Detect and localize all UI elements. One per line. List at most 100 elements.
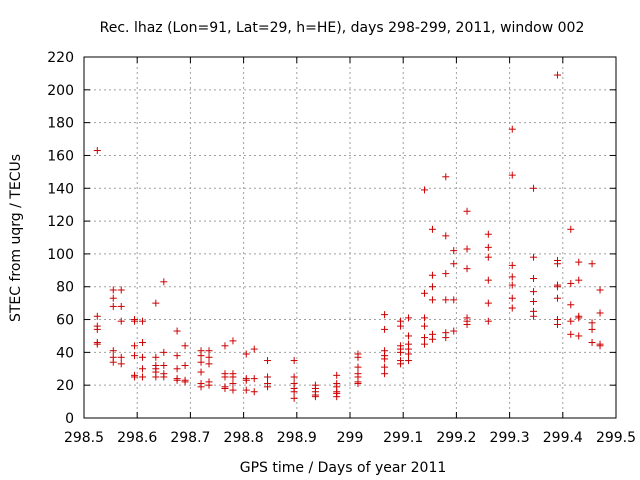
data-point xyxy=(450,247,458,255)
data-point xyxy=(250,375,258,383)
data-point xyxy=(567,317,575,325)
data-point xyxy=(221,342,229,350)
data-point xyxy=(333,371,341,379)
data-point xyxy=(596,286,604,294)
y-tick-label: 160 xyxy=(47,148,74,164)
data-point xyxy=(508,261,516,269)
data-point xyxy=(575,332,583,340)
data-point xyxy=(484,299,492,307)
data-point xyxy=(420,334,428,342)
data-point xyxy=(197,352,205,360)
data-point xyxy=(152,299,160,307)
data-point xyxy=(463,207,471,215)
data-point xyxy=(530,297,538,305)
data-point xyxy=(405,357,413,365)
data-point xyxy=(484,317,492,325)
x-tick-label: 298.6 xyxy=(117,430,157,446)
data-point xyxy=(442,296,450,304)
data-point xyxy=(420,314,428,322)
data-point xyxy=(420,340,428,348)
data-point xyxy=(181,361,189,369)
data-point xyxy=(567,279,575,287)
data-point xyxy=(117,302,125,310)
data-point xyxy=(484,253,492,261)
data-point xyxy=(450,327,458,335)
data-point xyxy=(290,357,298,365)
data-point xyxy=(109,358,117,366)
data-point xyxy=(173,352,181,360)
y-tick-labels: 0 20 40 60 80 100 120 140 160 180 200 220 xyxy=(47,50,74,427)
data-point xyxy=(93,325,101,333)
data-point xyxy=(173,327,181,335)
data-point xyxy=(530,253,538,261)
data-point xyxy=(109,347,117,355)
data-points xyxy=(93,71,604,402)
data-point xyxy=(508,304,516,312)
data-point xyxy=(567,330,575,338)
data-point xyxy=(290,373,298,381)
data-point xyxy=(428,296,436,304)
y-tick-label: 220 xyxy=(47,50,74,66)
data-point xyxy=(596,342,604,350)
y-tick-label: 180 xyxy=(47,116,74,132)
data-point xyxy=(117,360,125,368)
data-point xyxy=(588,325,596,333)
x-tick-labels: 298.5 298.6 298.7 298.8 298.9 299 299.1 299.2 29… xyxy=(64,430,636,446)
data-point xyxy=(484,230,492,238)
data-point xyxy=(93,147,101,155)
data-point xyxy=(131,373,139,381)
data-point xyxy=(264,383,272,391)
data-point xyxy=(205,381,213,389)
data-point xyxy=(160,278,168,286)
data-point xyxy=(139,373,147,381)
data-point xyxy=(381,370,389,378)
data-point xyxy=(173,365,181,373)
data-point xyxy=(530,275,538,283)
data-point xyxy=(405,350,413,358)
data-point xyxy=(139,353,147,361)
data-point xyxy=(205,347,213,355)
x-tick-label: 299.4 xyxy=(543,430,583,446)
data-point xyxy=(553,71,561,79)
data-point xyxy=(508,125,516,133)
x-tick-label: 299 xyxy=(337,430,364,446)
data-point xyxy=(567,225,575,233)
data-point xyxy=(428,283,436,291)
x-tick-label: 298.9 xyxy=(277,430,317,446)
data-point xyxy=(428,271,436,279)
data-point xyxy=(567,301,575,309)
data-point xyxy=(381,363,389,371)
data-point xyxy=(242,386,250,394)
data-point xyxy=(420,322,428,330)
x-tick-label: 299.2 xyxy=(436,430,476,446)
data-point xyxy=(530,184,538,192)
data-point xyxy=(221,373,229,381)
data-point xyxy=(354,353,362,361)
data-point xyxy=(381,311,389,319)
data-point xyxy=(463,245,471,253)
y-tick-label: 140 xyxy=(47,181,74,197)
data-point xyxy=(405,332,413,340)
y-tick-label: 40 xyxy=(56,345,74,361)
data-point xyxy=(181,378,189,386)
data-point xyxy=(242,376,250,384)
data-point xyxy=(428,225,436,233)
data-point xyxy=(333,393,341,401)
data-point xyxy=(173,376,181,384)
data-point xyxy=(484,276,492,284)
data-point xyxy=(264,373,272,381)
data-point xyxy=(109,294,117,302)
data-point xyxy=(181,342,189,350)
data-point xyxy=(131,317,139,325)
data-point xyxy=(131,342,139,350)
data-point xyxy=(109,302,117,310)
x-tick-label: 298.5 xyxy=(64,430,104,446)
data-point xyxy=(117,317,125,325)
data-point xyxy=(575,258,583,266)
data-point xyxy=(588,260,596,268)
data-point xyxy=(131,352,139,360)
data-point xyxy=(397,348,405,356)
data-point xyxy=(381,355,389,363)
data-point xyxy=(160,348,168,356)
chart-title: Rec. lhaz (Lon=91, Lat=29, h=HE), days 2… xyxy=(100,20,585,36)
